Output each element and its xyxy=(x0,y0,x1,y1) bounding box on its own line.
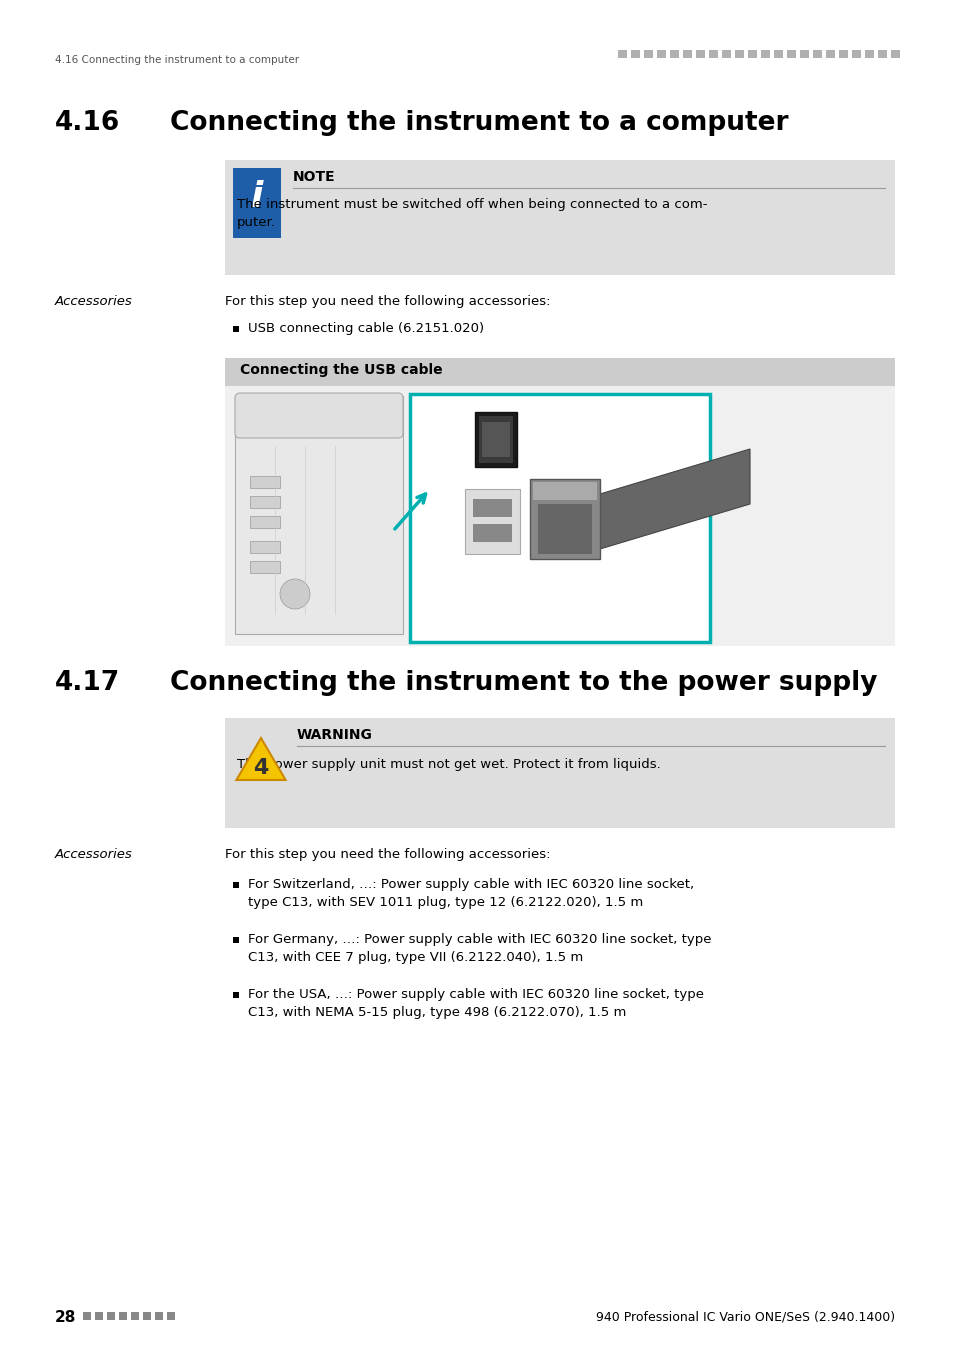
Text: Exter
Module: Exter Module xyxy=(639,544,682,572)
Bar xyxy=(107,1312,115,1320)
Bar xyxy=(233,325,239,332)
Bar xyxy=(773,50,782,58)
Bar xyxy=(464,489,519,554)
Text: USB 1: USB 1 xyxy=(419,485,455,497)
Polygon shape xyxy=(599,450,749,549)
Text: 4.16 Connecting the instrument to a computer: 4.16 Connecting the instrument to a comp… xyxy=(55,55,299,65)
Bar xyxy=(481,423,510,458)
Text: 4.17: 4.17 xyxy=(55,670,120,697)
Bar xyxy=(708,50,718,58)
Bar xyxy=(234,396,402,634)
Bar xyxy=(800,50,808,58)
Polygon shape xyxy=(236,738,285,780)
Bar xyxy=(838,50,847,58)
Bar xyxy=(225,358,894,386)
Text: i: i xyxy=(251,180,263,215)
Bar xyxy=(233,937,239,944)
FancyBboxPatch shape xyxy=(234,393,402,437)
Bar xyxy=(410,394,709,643)
Text: For Switzerland, …: Power supply cable with IEC 60320 line socket,: For Switzerland, …: Power supply cable w… xyxy=(248,878,694,891)
Bar xyxy=(812,50,821,58)
Bar xyxy=(760,50,769,58)
Bar xyxy=(478,416,513,463)
Text: For Germany, …: Power supply cable with IEC 60320 line socket, type: For Germany, …: Power supply cable with … xyxy=(248,933,711,946)
Bar xyxy=(83,1312,91,1320)
Text: For this step you need the following accessories:: For this step you need the following acc… xyxy=(225,296,550,308)
Bar xyxy=(473,500,512,517)
Bar xyxy=(250,541,280,554)
Text: WARNING: WARNING xyxy=(296,728,373,743)
Bar xyxy=(250,516,280,528)
Bar xyxy=(630,50,639,58)
Bar xyxy=(225,386,894,647)
Bar xyxy=(225,161,894,275)
Bar xyxy=(890,50,899,58)
Bar xyxy=(250,477,280,487)
Text: Accessories: Accessories xyxy=(55,848,132,861)
Text: PC: PC xyxy=(428,424,454,441)
Text: For the USA, …: Power supply cable with IEC 60320 line socket, type: For the USA, …: Power supply cable with … xyxy=(248,988,703,1000)
Bar xyxy=(233,167,281,238)
Bar xyxy=(864,50,873,58)
Bar xyxy=(167,1312,174,1320)
Bar xyxy=(747,50,757,58)
Text: 4.16: 4.16 xyxy=(55,109,120,136)
Bar xyxy=(657,50,665,58)
Bar xyxy=(786,50,795,58)
Bar xyxy=(250,495,280,508)
Text: C13, with CEE 7 plug, type VII (6.2122.040), 1.5 m: C13, with CEE 7 plug, type VII (6.2122.0… xyxy=(248,950,582,964)
Bar xyxy=(225,718,894,828)
Bar xyxy=(618,50,626,58)
Text: 4: 4 xyxy=(253,757,269,778)
Bar xyxy=(537,504,592,554)
Text: NOTE: NOTE xyxy=(293,170,335,184)
Bar xyxy=(475,412,517,467)
Text: 940 Professional IC Vario ONE/SeS (2.940.1400): 940 Professional IC Vario ONE/SeS (2.940… xyxy=(596,1310,894,1323)
Bar xyxy=(851,50,861,58)
Text: type C13, with SEV 1011 plug, type 12 (6.2122.020), 1.5 m: type C13, with SEV 1011 plug, type 12 (6… xyxy=(248,896,642,909)
Text: 28: 28 xyxy=(55,1310,76,1324)
Text: USB connecting cable (6.2151.020): USB connecting cable (6.2151.020) xyxy=(248,323,483,335)
Text: 6.2122.020: 6.2122.020 xyxy=(564,432,632,446)
Bar xyxy=(533,482,597,500)
Bar xyxy=(643,50,652,58)
Text: Connecting the instrument to a computer: Connecting the instrument to a computer xyxy=(170,109,788,136)
Text: The instrument must be switched off when being connected to a com-: The instrument must be switched off when… xyxy=(236,198,707,211)
Bar xyxy=(877,50,886,58)
Bar xyxy=(530,479,599,559)
Text: Accessories: Accessories xyxy=(55,296,132,308)
Bar xyxy=(473,524,512,541)
Bar xyxy=(119,1312,127,1320)
Bar xyxy=(131,1312,139,1320)
Text: MSB 1: MSB 1 xyxy=(419,549,456,562)
Bar xyxy=(95,1312,103,1320)
Text: └SB 2: └SB 2 xyxy=(419,603,454,617)
Bar xyxy=(154,1312,163,1320)
Text: puter.: puter. xyxy=(236,216,275,230)
Text: C13, with NEMA 5-15 plug, type 498 (6.2122.070), 1.5 m: C13, with NEMA 5-15 plug, type 498 (6.21… xyxy=(248,1006,626,1019)
Text: The power supply unit must not get wet. Protect it from liquids.: The power supply unit must not get wet. … xyxy=(236,757,660,771)
Bar xyxy=(250,562,280,572)
Bar xyxy=(682,50,691,58)
Text: Connecting the instrument to the power supply: Connecting the instrument to the power s… xyxy=(170,670,877,697)
Bar xyxy=(669,50,679,58)
Bar xyxy=(696,50,704,58)
Circle shape xyxy=(280,579,310,609)
Bar xyxy=(233,992,239,998)
Text: Connecting the USB cable: Connecting the USB cable xyxy=(240,363,442,377)
Bar xyxy=(233,882,239,888)
Bar xyxy=(825,50,834,58)
Bar xyxy=(721,50,730,58)
Bar xyxy=(143,1312,151,1320)
Bar xyxy=(734,50,743,58)
Text: For this step you need the following accessories:: For this step you need the following acc… xyxy=(225,848,550,861)
